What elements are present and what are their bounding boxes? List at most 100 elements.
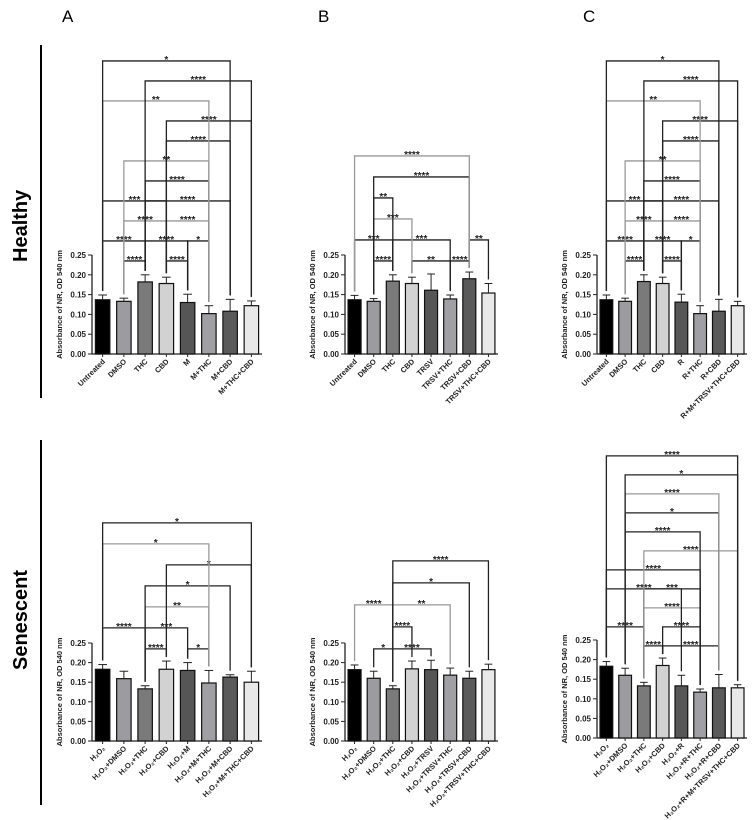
y-tick-label: 0.00 — [70, 737, 86, 746]
significance-label: **** — [645, 564, 661, 575]
bar — [599, 299, 614, 355]
bar — [693, 313, 708, 355]
significance-label: **** — [148, 643, 164, 654]
x-tick-label: DMSO — [607, 357, 629, 379]
y-tick-label: 0.25 — [70, 251, 86, 260]
significance-bracket — [680, 240, 701, 302]
significance-bracket — [101, 522, 253, 668]
y-tick-label: 0.05 — [575, 714, 591, 723]
significance-label: **** — [674, 195, 690, 206]
bar — [137, 688, 153, 742]
significance-label: * — [679, 469, 683, 480]
chart-a-healthy: 0.00 0.05 0.10 0.15 0.20 0.25 Absorbance of NR… — [55, 55, 262, 396]
y-tick-label: 0.15 — [70, 678, 86, 687]
significance-label: **** — [664, 602, 680, 613]
bar — [423, 289, 439, 355]
significance-label: *** — [666, 583, 678, 594]
bar — [711, 687, 726, 739]
significance-label: **** — [180, 195, 196, 206]
significance-label: **** — [664, 255, 680, 266]
significance-label: * — [175, 517, 179, 528]
significance-bracket — [353, 155, 470, 292]
significance-label: **** — [664, 488, 680, 499]
bar — [94, 299, 111, 355]
bar — [385, 688, 400, 742]
bar — [462, 677, 477, 742]
bar — [158, 282, 175, 355]
significance-bracket — [144, 585, 231, 682]
bar — [481, 669, 496, 742]
x-tick-label: DMSO — [106, 357, 128, 379]
x-tick-label: THC — [631, 357, 649, 375]
panel-letter-c: C — [583, 7, 595, 26]
significance-bracket — [101, 60, 231, 296]
y-tick-label: 0.00 — [575, 734, 591, 743]
significance-bracket — [661, 140, 720, 296]
significance-label: **** — [395, 621, 411, 632]
significance-label: * — [196, 235, 200, 246]
significance-label: ** — [475, 234, 483, 245]
bar — [462, 278, 477, 355]
y-tick-label: 0.00 — [323, 350, 339, 359]
bar — [693, 691, 708, 739]
significance-label: **** — [645, 640, 661, 651]
y-tick-label: 0.10 — [575, 695, 591, 704]
chart-b-senescent: 0.00 0.05 0.10 0.15 0.20 0.25 Absorbance of NR… — [308, 555, 498, 809]
y-tick-label: 0.05 — [575, 330, 591, 339]
bar — [636, 685, 651, 739]
y-axis-label: Absorbance of NR, OD 540 nm — [308, 637, 317, 746]
y-tick-label: 0.20 — [323, 271, 339, 280]
bar — [116, 300, 132, 355]
significance-label: ** — [379, 192, 387, 203]
bar — [158, 668, 175, 742]
y-axis-label: Absorbance of NR, OD 540 nm — [560, 250, 569, 359]
significance-label: **** — [433, 555, 449, 566]
significance-label: ** — [173, 601, 181, 612]
significance-label: *** — [629, 195, 641, 206]
x-tick-label: Untreated — [328, 357, 359, 388]
chart-c-senescent: 0.00 0.05 0.10 0.15 0.20 0.25 Absorbance of NR… — [560, 450, 747, 820]
bar — [366, 677, 381, 742]
significance-label: **** — [366, 599, 382, 610]
significance-bracket — [392, 560, 490, 682]
bar — [243, 305, 260, 355]
significance-label: *** — [129, 195, 141, 206]
significance-label: * — [186, 580, 190, 591]
row-label-healthy: Healthy — [10, 189, 32, 262]
y-tick-label: 0.05 — [323, 330, 339, 339]
bar — [243, 681, 260, 742]
significance-label: **** — [664, 175, 680, 186]
significance-bracket — [165, 140, 231, 296]
y-tick-label: 0.15 — [70, 291, 86, 300]
y-tick-label: 0.25 — [323, 639, 339, 648]
x-tick-label: THC — [380, 357, 398, 375]
y-tick-label: 0.10 — [323, 698, 339, 707]
significance-label: ** — [152, 95, 160, 106]
significance-bracket — [101, 200, 168, 291]
y-tick-label: 0.25 — [323, 251, 339, 260]
x-tick-label: R — [676, 357, 687, 368]
y-tick-label: 0.20 — [323, 659, 339, 668]
y-tick-label: 0.10 — [70, 310, 86, 319]
significance-bracket — [605, 60, 720, 296]
bar — [636, 280, 651, 355]
bar — [730, 305, 745, 355]
bar — [730, 687, 745, 739]
y-axis-label: Absorbance of NR, OD 540 nm — [560, 634, 569, 743]
bar — [481, 292, 496, 355]
y-axis-label: Absorbance of NR, OD 540 nm — [308, 250, 317, 359]
bar — [347, 669, 362, 742]
significance-bracket — [605, 455, 739, 681]
bar — [711, 310, 726, 355]
significance-bracket — [186, 240, 210, 302]
bar — [201, 682, 217, 742]
chart-c-healthy: 0.00 0.05 0.10 0.15 0.20 0.25 Absorbance of NR… — [560, 55, 747, 421]
significance-label: **** — [180, 215, 196, 226]
bar — [201, 313, 217, 355]
y-tick-label: 0.05 — [323, 717, 339, 726]
bar — [423, 669, 439, 742]
significance-label: **** — [127, 255, 143, 266]
bar — [347, 299, 362, 355]
y-axis-label: Absorbance of NR, OD 540 nm — [55, 250, 64, 359]
